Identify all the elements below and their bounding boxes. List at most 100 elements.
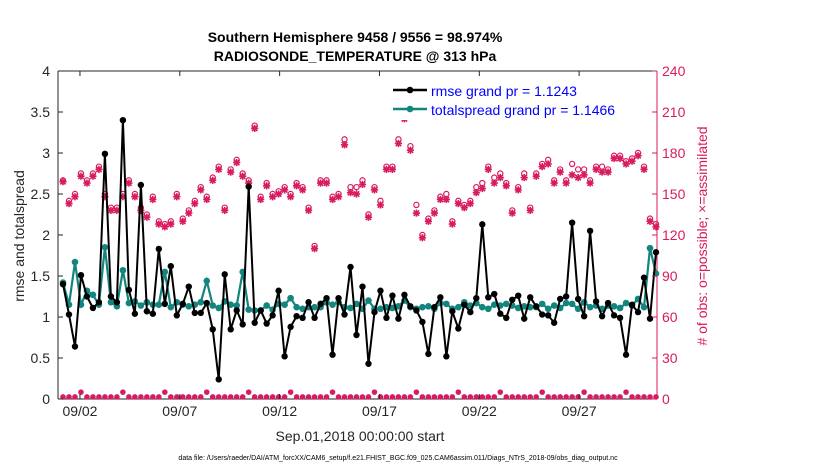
star-stroke (359, 181, 366, 188)
obs-assimilated-marker (466, 199, 474, 208)
rmse-point (491, 290, 498, 298)
rmse-point (377, 287, 384, 294)
rmse-point (221, 271, 228, 278)
x-tick-label: 09/12 (262, 403, 297, 419)
obs-assimilated-marker (83, 179, 91, 187)
rmse-point (640, 274, 648, 281)
obs-count-series (59, 111, 660, 400)
rmse-point (634, 308, 642, 316)
obs-assimilated-marker (346, 189, 355, 197)
obs-assimilated-marker (646, 217, 654, 225)
star-stroke (592, 166, 600, 173)
obs-low-marker (311, 394, 318, 400)
obs-low-marker (365, 394, 372, 400)
rmse-point (239, 321, 246, 328)
totalspread-point (455, 303, 462, 311)
obs-low-marker (569, 394, 575, 400)
totalspread-point (119, 266, 127, 274)
star-stroke (544, 160, 552, 168)
rmse-point (263, 320, 270, 327)
rmse-point (311, 314, 318, 322)
obs-low-marker (245, 389, 252, 395)
y-tick-label-left: 3 (42, 145, 50, 161)
obs-low-marker (467, 394, 474, 400)
rmse-point (580, 312, 588, 320)
obs-low-marker (443, 394, 450, 400)
obs-low-marker (431, 394, 438, 400)
star-stroke (59, 178, 67, 185)
obs-assimilated-marker (472, 189, 480, 197)
obs-low-marker (168, 394, 174, 400)
obs-assimilated-marker (412, 209, 421, 217)
rmse-point (592, 298, 600, 305)
rmse-point (317, 300, 324, 308)
x-tick-label: 09/02 (62, 403, 97, 419)
totalspread-point (586, 303, 594, 311)
obs-assimilated-marker (322, 179, 331, 187)
rmse-point (395, 315, 402, 322)
totalspread-point (538, 300, 546, 308)
obs-low-marker (383, 394, 390, 400)
star-stroke (215, 166, 222, 173)
rmse-point (269, 312, 276, 319)
obs-assimilated-marker (376, 201, 385, 209)
obs-assimilated-marker (155, 220, 163, 228)
obs-low-marker (395, 394, 402, 400)
rmse-point (407, 303, 414, 310)
obs-assimilated-marker (149, 195, 157, 204)
obs-low-marker (491, 394, 498, 400)
y-tick-label-right: 90 (662, 268, 678, 284)
totalspread-point (233, 302, 241, 309)
star-stroke (520, 174, 528, 181)
obs-assimilated-marker (107, 206, 115, 214)
star-stroke (257, 196, 264, 203)
star-stroke (287, 193, 294, 200)
obs-assimilated-marker (526, 206, 534, 214)
rmse-point (401, 291, 408, 299)
obs-assimilated-marker (478, 184, 486, 193)
rmse-point (353, 331, 360, 339)
totalspread-point (161, 268, 169, 276)
totalspread-point (574, 305, 582, 313)
obs-low-marker (203, 389, 210, 395)
star-stroke (107, 207, 115, 214)
totalspread-point (646, 244, 654, 252)
star-stroke (329, 196, 336, 203)
obs-assimilated-marker (125, 179, 133, 187)
obs-assimilated-marker (304, 206, 313, 214)
obs-assimilated-marker (340, 141, 349, 149)
obs-low-marker (132, 394, 138, 400)
obs-low-marker (84, 394, 90, 400)
obs-low-marker (389, 394, 396, 400)
rmse-point (509, 296, 516, 303)
obs-low-marker (605, 394, 611, 400)
totalspread-point (568, 300, 576, 308)
legend: rmse grand pr = 1.1243 totalspread grand… (389, 76, 652, 120)
obs-low-marker (515, 394, 522, 400)
y-tick-label-right: 60 (662, 309, 678, 325)
obs-low-marker (539, 389, 545, 395)
obs-possible-marker (413, 201, 420, 209)
star-stroke (473, 189, 480, 196)
totalspread-point (293, 303, 300, 311)
obs-assimilated-marker (424, 217, 432, 225)
obs-assimilated-marker (598, 168, 606, 176)
obs-assimilated-marker (143, 213, 151, 221)
totalspread-point (311, 303, 318, 311)
obs-low-marker (269, 394, 276, 400)
rmse-point (515, 292, 522, 299)
star-stroke (65, 200, 73, 207)
obs-low-marker (509, 394, 516, 400)
obs-assimilated-marker (233, 158, 241, 167)
obs-assimilated-marker (239, 172, 247, 180)
rmse-point (533, 303, 540, 310)
y-tick-label-left: 0.5 (31, 350, 51, 366)
totalspread-point (544, 305, 552, 313)
obs-low-marker (179, 394, 186, 400)
star-stroke (377, 201, 384, 209)
totalspread-point (347, 304, 354, 312)
x-tick-label: 09/27 (562, 403, 597, 419)
obs-assimilated-marker (370, 186, 379, 194)
rmse-point (77, 271, 85, 279)
totalspread-point (263, 302, 270, 309)
